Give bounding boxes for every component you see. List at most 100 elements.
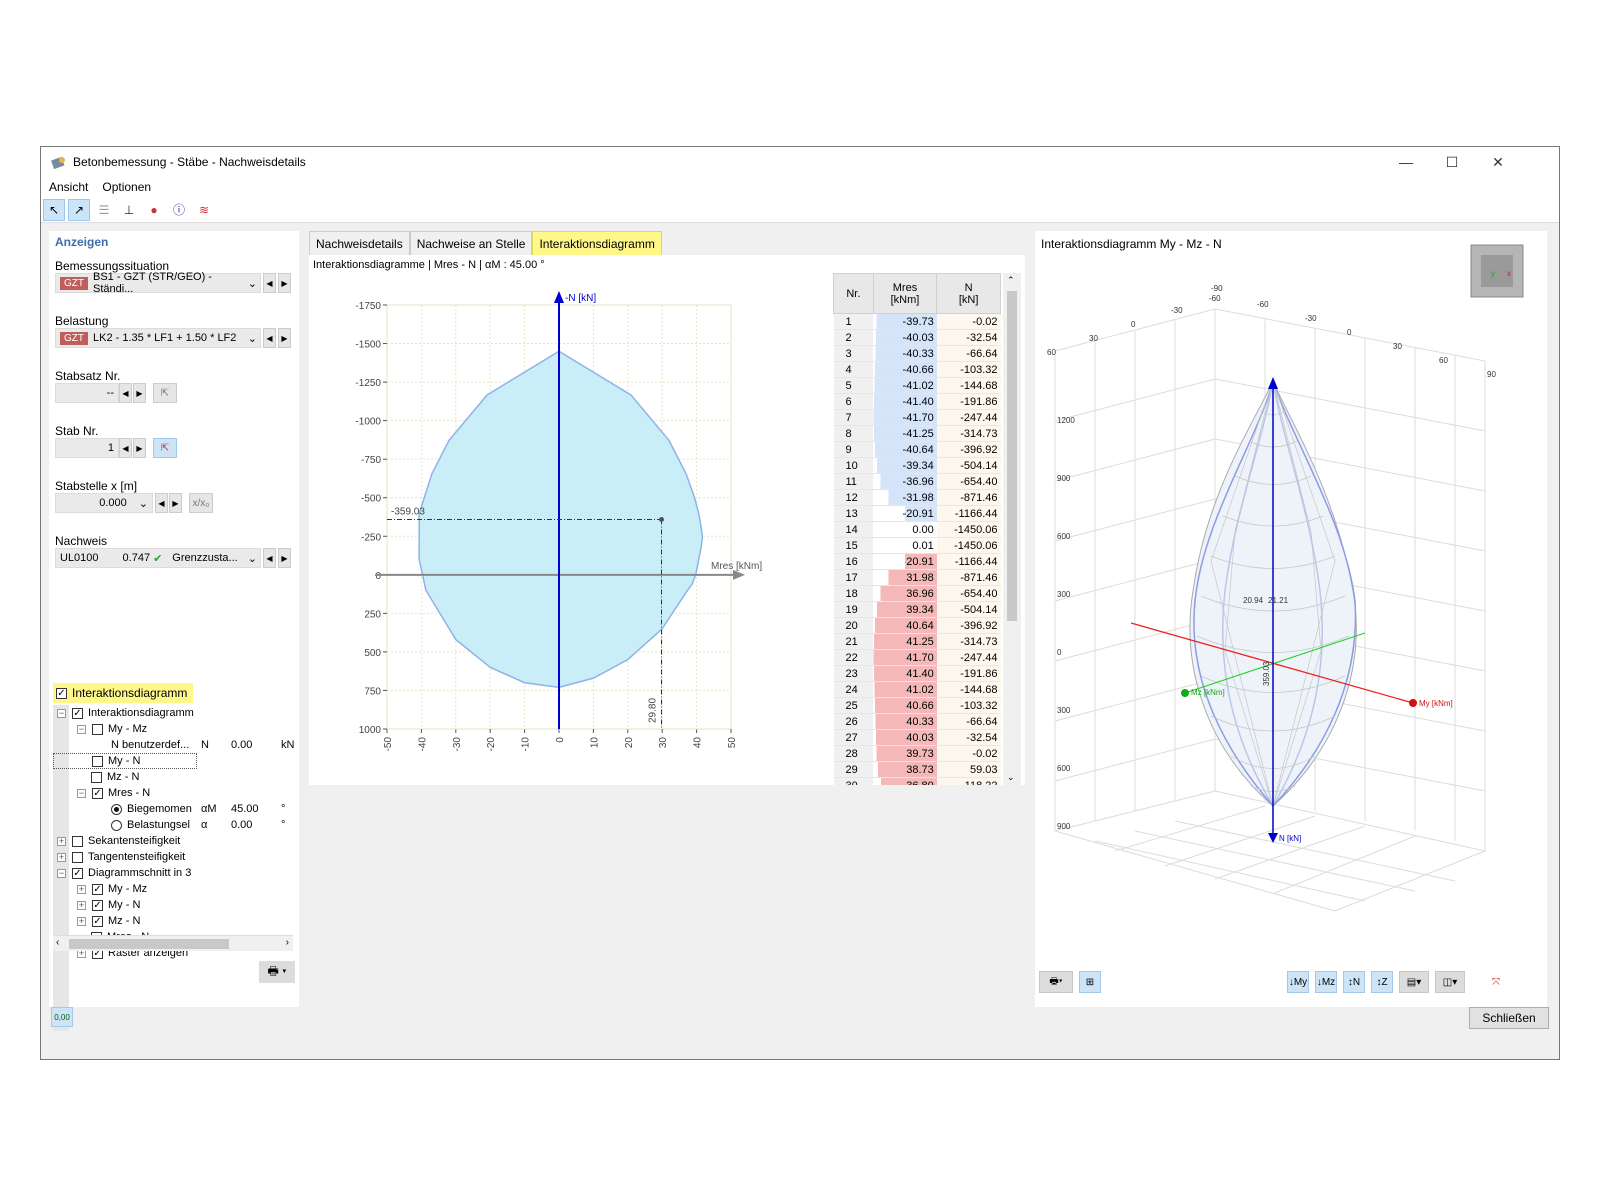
scroll-thumb[interactable] [1007, 291, 1017, 621]
member-set-input[interactable]: -- [55, 383, 119, 403]
table-row[interactable]: 1 -39.73 -0.02 [833, 313, 1001, 330]
prev-arrow-icon[interactable]: ◀ [155, 493, 168, 513]
color-circles-icon[interactable]: ● [150, 202, 158, 217]
table-row[interactable]: 15 0.01 -1450.06 [833, 537, 1001, 554]
table-row[interactable]: 4 -40.66 -103.32 [833, 361, 1001, 378]
horizontal-scrollbar[interactable]: ‹ › [53, 935, 293, 951]
collapse-icon[interactable]: − [77, 787, 86, 798]
checkbox[interactable] [92, 755, 103, 767]
next-arrow-icon[interactable]: ▶ [278, 328, 291, 348]
table-row[interactable]: 13 -20.91 -1166.44 [833, 505, 1001, 522]
checkbox[interactable] [72, 835, 83, 847]
tab-interaction-diagram[interactable]: Interaktionsdiagramm [532, 231, 662, 255]
tab-check-details[interactable]: Nachweisdetails [309, 231, 410, 255]
next-arrow-icon[interactable]: ▶ [169, 493, 182, 513]
pick-member-set-icon[interactable]: ⇱ [153, 383, 177, 403]
prev-arrow-icon[interactable]: ◀ [119, 438, 132, 458]
checkbox-checked[interactable]: ✓ [56, 687, 67, 699]
table-row[interactable]: 20 40.64 -396.92 [833, 617, 1001, 634]
minimize-button[interactable]: — [1399, 154, 1413, 170]
collapse-icon[interactable]: − [57, 707, 66, 718]
prev-arrow-icon[interactable]: ◀ [263, 273, 276, 293]
select-member-icon[interactable]: ↗ [68, 198, 90, 221]
tree-item-mz-n[interactable]: Mz - N [91, 769, 139, 785]
scroll-down-icon[interactable]: ⌄ [1007, 772, 1015, 782]
checkbox-checked[interactable]: ✓ [92, 883, 103, 895]
table-row[interactable]: 14 0.00 -1450.06 [833, 521, 1001, 538]
table-row[interactable]: 17 31.98 -871.46 [833, 569, 1001, 586]
tree-item-root[interactable]: − ✓ Interaktionsdiagramm [57, 707, 194, 719]
checkbox-checked[interactable]: ✓ [92, 787, 103, 799]
scroll-left-icon[interactable]: ‹ [56, 937, 60, 948]
next-arrow-icon[interactable]: ▶ [133, 383, 146, 403]
checkbox-checked[interactable]: ✓ [72, 707, 83, 719]
3d-view[interactable]: y x [1035, 231, 1547, 961]
interaction-diagram-toggle[interactable]: ✓ Interaktionsdiagramm [53, 683, 193, 703]
reset-view-icon[interactable]: ⤧ [1485, 971, 1507, 993]
table-row[interactable]: 3 -40.33 -66.64 [833, 345, 1001, 362]
select-pointer-icon[interactable]: ↖ [43, 198, 65, 221]
table-row[interactable]: 8 -41.25 -314.73 [833, 425, 1001, 442]
table-row[interactable]: 2 -40.03 -32.54 [833, 329, 1001, 346]
n-value-input[interactable]: 0.00 [231, 739, 253, 751]
next-arrow-icon[interactable]: ▶ [278, 548, 291, 568]
display-settings-icon[interactable]: ⊞ [1079, 971, 1101, 993]
checkbox-checked[interactable]: ✓ [92, 915, 103, 927]
checkbox[interactable] [72, 851, 83, 863]
table-row[interactable]: 22 41.70 -247.44 [833, 649, 1001, 666]
tree-item-mres-n[interactable]: − ✓ Mres - N [77, 787, 151, 799]
rebar-icon[interactable]: ≋ [198, 202, 210, 217]
view-cube-icon[interactable]: y x [1470, 244, 1524, 298]
tree-item-my-n[interactable]: My - N [53, 753, 197, 769]
member-input[interactable]: 1 [55, 438, 119, 458]
tree-item-s-my-n[interactable]: + ✓ My - N [77, 899, 141, 911]
table-row[interactable]: 25 40.66 -103.32 [833, 697, 1001, 714]
table-row[interactable]: 26 40.33 -66.64 [833, 713, 1001, 730]
pick-member-icon[interactable]: ⇱ [153, 438, 177, 458]
checkbox-checked[interactable]: ✓ [72, 867, 83, 879]
info-icon[interactable]: ⓘ [172, 203, 185, 217]
tab-checks-at-location[interactable]: Nachweise an Stelle [409, 231, 533, 255]
table-row[interactable]: 7 -41.70 -247.44 [833, 409, 1001, 426]
table-row[interactable]: 19 39.34 -504.14 [833, 601, 1001, 618]
table-view-icon[interactable]: ☰ [98, 202, 110, 217]
scroll-thumb[interactable] [69, 939, 229, 949]
prev-arrow-icon[interactable]: ◀ [263, 328, 276, 348]
radio-bending-moment[interactable]: Biegemomen [111, 801, 192, 817]
table-row[interactable]: 5 -41.02 -144.68 [833, 377, 1001, 394]
collapse-icon[interactable]: − [57, 867, 66, 878]
table-row[interactable]: 21 41.25 -314.73 [833, 633, 1001, 650]
menu-ansicht[interactable]: Ansicht [49, 180, 89, 194]
radio-unselected[interactable] [111, 819, 122, 831]
prev-arrow-icon[interactable]: ◀ [263, 548, 276, 568]
expand-icon[interactable]: + [57, 851, 66, 862]
table-row[interactable]: 12 -31.98 -871.46 [833, 489, 1001, 506]
table-row[interactable]: 16 20.91 -1166.44 [833, 553, 1001, 570]
tree-item-secant[interactable]: + Sekantensteifigkeit [57, 835, 181, 847]
alpha-m-input[interactable]: 45.00 [231, 803, 259, 815]
view-z-icon[interactable]: ↕Z [1371, 971, 1393, 993]
close-button[interactable]: ✕ [1492, 153, 1504, 170]
maximize-button[interactable]: ☐ [1445, 153, 1459, 170]
print-icon[interactable]: 🖶 ▾ [259, 961, 295, 983]
decimal-places-icon[interactable]: 0,00 [51, 1007, 73, 1027]
table-row[interactable]: 6 -41.40 -191.86 [833, 393, 1001, 410]
location-combo[interactable]: 0.000 ⌄ [55, 493, 153, 513]
load-combo[interactable]: GZT LK2 - 1.35 * LF1 + 1.50 * LF2 ⌄ [55, 328, 261, 348]
next-arrow-icon[interactable]: ▶ [278, 273, 291, 293]
next-arrow-icon[interactable]: ▶ [133, 438, 146, 458]
radio-load[interactable]: Belastungsel [111, 817, 190, 833]
vertical-scrollbar[interactable]: ⌃ ⌄ [1003, 273, 1021, 785]
tree-item-s-my-mz[interactable]: + ✓ My - Mz [77, 883, 148, 895]
layers-icon[interactable]: ▤▾ [1399, 971, 1429, 993]
collapse-icon[interactable]: − [77, 723, 86, 734]
tree-item-my-mz[interactable]: − My - Mz [77, 723, 148, 735]
design-situation-combo[interactable]: GZT BS1 - GZT (STR/GEO) - Ständi... ⌄ [55, 271, 261, 295]
checkbox[interactable] [92, 723, 103, 735]
menu-optionen[interactable]: Optionen [102, 180, 152, 194]
tree-item-tangent[interactable]: + Tangentensteifigkeit [57, 851, 186, 863]
close-dialog-button[interactable]: Schließen [1469, 1007, 1549, 1029]
table-row[interactable]: 18 36.96 -654.40 [833, 585, 1001, 602]
cube-view-icon[interactable]: ◫▾ [1435, 971, 1465, 993]
scroll-right-icon[interactable]: › [285, 937, 289, 948]
